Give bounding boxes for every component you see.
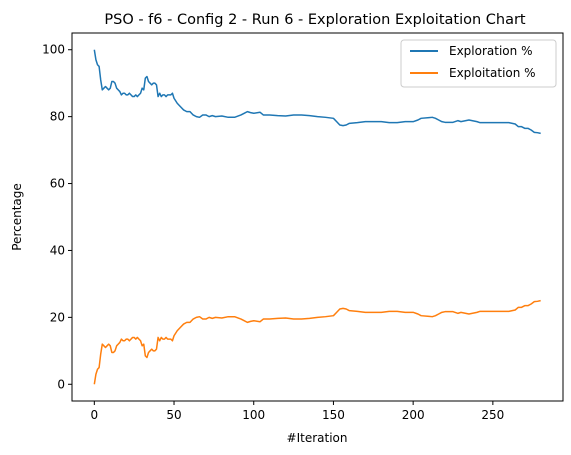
plot-lines <box>93 49 541 385</box>
y-axis: 0 20 40 60 80 100 <box>42 43 72 391</box>
y-tick-label: 80 <box>50 110 65 124</box>
series-line-exploitation <box>93 299 541 385</box>
y-axis-label: Percentage <box>10 183 24 251</box>
x-tick-label: 250 <box>481 408 504 422</box>
plot-frame <box>71 32 564 402</box>
legend-label-exploration: Exploration % <box>449 44 532 58</box>
legend-label-exploitation: Exploitation % <box>449 66 536 80</box>
x-axis: 0 50 100 150 200 250 <box>90 401 504 422</box>
y-tick-label: 60 <box>50 177 65 191</box>
y-tick-label: 20 <box>50 310 65 324</box>
y-tick-label: 0 <box>57 377 65 391</box>
x-tick-label: 0 <box>90 408 98 422</box>
y-tick-label: 100 <box>42 43 65 57</box>
x-axis-label: #Iteration <box>287 431 348 445</box>
x-tick-label: 150 <box>322 408 345 422</box>
chart-title: PSO - f6 - Config 2 - Run 6 - Exploratio… <box>104 12 526 28</box>
legend-box <box>400 39 557 88</box>
y-tick-label: 40 <box>50 243 65 257</box>
x-tick-label: 50 <box>166 408 181 422</box>
x-tick-label: 200 <box>402 408 425 422</box>
x-tick-label: 100 <box>242 408 265 422</box>
legend: Exploration % Exploitation % <box>400 39 557 88</box>
series-line-exploration <box>93 49 541 135</box>
